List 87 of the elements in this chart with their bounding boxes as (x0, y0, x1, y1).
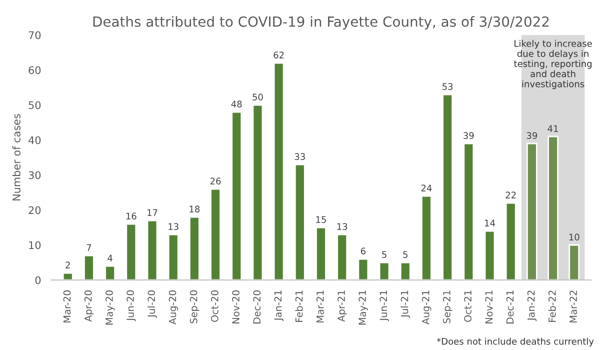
data-label: 26 (210, 178, 221, 184)
x-tick-label: Mar-22 (570, 290, 577, 322)
x-tick-label: Jul-20 (148, 290, 157, 318)
data-label: 6 (360, 248, 366, 254)
x-tick-label: Jan-21 (274, 290, 284, 322)
x-tick-label: May-21 (358, 290, 368, 325)
y-tick-label: 20 (28, 206, 41, 214)
y-tick-label: 60 (28, 66, 41, 74)
x-tick-label: Dec-20 (253, 290, 261, 324)
data-label: 14 (485, 220, 495, 226)
x-tick-label: Apr-20 (84, 290, 94, 322)
x-tick-label: May-20 (106, 290, 115, 325)
bar (62, 272, 74, 280)
x-tick-label: Dec-21 (506, 290, 514, 324)
bar (463, 142, 474, 280)
bar (505, 202, 516, 280)
data-label: 10 (569, 234, 580, 240)
data-label: 53 (442, 83, 453, 90)
y-tick-label: 30 (28, 171, 41, 180)
bar (400, 262, 411, 280)
data-label: 22 (506, 192, 516, 198)
x-tick-label: Mar-21 (316, 290, 324, 322)
x-tick-label: Sep-21 (443, 290, 452, 324)
band-label: Likely to increase due to delays in testing, reporting and death investigations (514, 40, 592, 90)
data-label: 4 (108, 254, 112, 262)
data-label: 15 (316, 216, 326, 223)
data-label: 24 (421, 184, 432, 192)
bar (442, 94, 454, 280)
bar (378, 262, 390, 280)
x-tick-label: Nov-20 (232, 290, 240, 324)
x-tick-label: Sep-20 (190, 290, 200, 324)
bar (168, 234, 179, 280)
bar (84, 254, 94, 280)
data-label: 5 (382, 251, 386, 258)
bar (188, 216, 200, 280)
y-tick-label: 50 (28, 101, 41, 110)
bar (104, 265, 116, 280)
x-tick-label: Jun-20 (126, 290, 136, 322)
bar (252, 104, 264, 280)
data-label: 7 (86, 244, 92, 251)
x-tick-label: Apr-21 (338, 290, 347, 322)
data-label: 48 (231, 100, 242, 108)
data-label: 17 (148, 209, 158, 216)
bar (294, 164, 306, 280)
data-label: 39 (464, 132, 474, 139)
x-tick-label: Feb-21 (295, 290, 303, 322)
x-tick-label: Jan-22 (527, 290, 537, 322)
bar (316, 226, 326, 280)
data-label: 2 (66, 262, 70, 268)
y-tick-label: 10 (29, 241, 41, 250)
y-tick-label: 40 (28, 136, 41, 144)
bar (273, 62, 284, 280)
bar (526, 142, 538, 280)
bar (336, 234, 348, 280)
bar (210, 188, 221, 280)
data-label: 16 (126, 212, 136, 220)
y-tick-label: 70 (28, 31, 41, 40)
x-tick-label: Oct-20 (211, 290, 218, 322)
x-tick-label: Mar-20 (63, 290, 71, 322)
y-axis-title: Number of cases (12, 114, 20, 200)
x-tick-label: Jun-21 (380, 290, 389, 322)
x-tick-label: Aug-21 (422, 290, 432, 325)
data-label: 50 (252, 94, 263, 100)
x-tick-label: Nov-21 (485, 290, 493, 324)
bar (568, 244, 580, 280)
data-label: 18 (190, 206, 200, 212)
data-label: 13 (337, 223, 348, 230)
x-tick-label: Aug-20 (168, 290, 178, 325)
data-label: 13 (168, 223, 178, 230)
bar (421, 195, 432, 280)
data-label: 39 (526, 132, 538, 139)
bar (126, 223, 137, 280)
bar (231, 111, 242, 280)
bar (484, 230, 496, 280)
bar (358, 258, 369, 280)
bar (146, 220, 158, 280)
x-tick-label: Feb-22 (548, 290, 556, 322)
chart-title: Deaths attributed to COVID-19 in Fayette County, as of 3/30/2022 (93, 16, 549, 30)
text: *Does not include deaths currently (436, 338, 594, 346)
data-label: 62 (274, 52, 284, 58)
data-label: 33 (294, 153, 305, 160)
data-label: 41 (548, 125, 558, 132)
data-label: 5 (403, 251, 408, 258)
x-tick-label: Oct-21 (464, 290, 472, 322)
y-tick-label: 0 (35, 276, 41, 284)
bar (548, 136, 558, 280)
x-tick-label: Jul-21 (400, 290, 410, 318)
